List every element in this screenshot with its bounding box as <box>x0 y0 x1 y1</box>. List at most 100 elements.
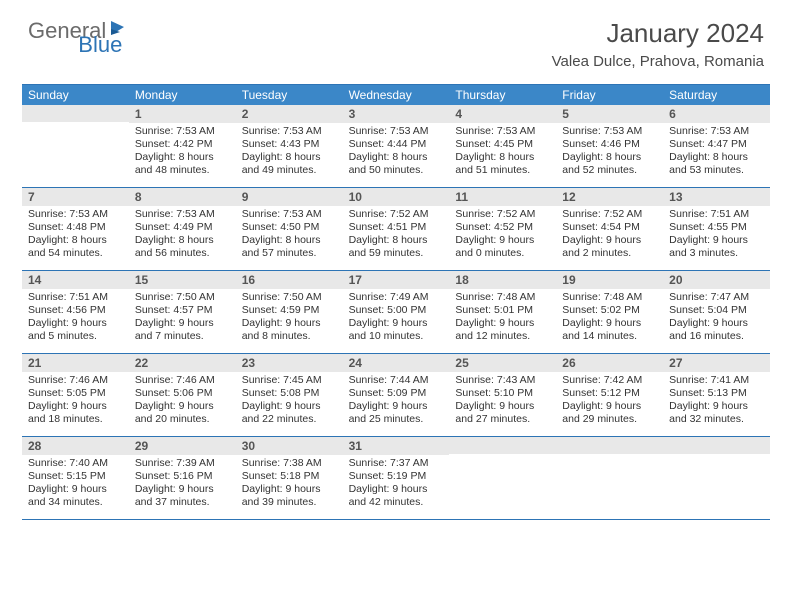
day-body: Sunrise: 7:49 AMSunset: 5:00 PMDaylight:… <box>343 289 450 348</box>
daylight-text: Daylight: 8 hours and 50 minutes. <box>349 151 444 177</box>
sunrise-text: Sunrise: 7:53 AM <box>28 208 123 221</box>
day-number: 31 <box>343 437 450 455</box>
sunrise-text: Sunrise: 7:38 AM <box>242 457 337 470</box>
day-number: 3 <box>343 105 450 123</box>
sunrise-text: Sunrise: 7:53 AM <box>562 125 657 138</box>
daylight-text: Daylight: 9 hours and 39 minutes. <box>242 483 337 509</box>
sunset-text: Sunset: 4:48 PM <box>28 221 123 234</box>
daylight-text: Daylight: 8 hours and 51 minutes. <box>455 151 550 177</box>
sunset-text: Sunset: 4:51 PM <box>349 221 444 234</box>
day-number: 8 <box>129 188 236 206</box>
sunset-text: Sunset: 4:52 PM <box>455 221 550 234</box>
daylight-text: Daylight: 9 hours and 10 minutes. <box>349 317 444 343</box>
daylight-text: Daylight: 9 hours and 29 minutes. <box>562 400 657 426</box>
day-cell: 6Sunrise: 7:53 AMSunset: 4:47 PMDaylight… <box>663 105 770 187</box>
sunrise-text: Sunrise: 7:49 AM <box>349 291 444 304</box>
sunrise-text: Sunrise: 7:53 AM <box>349 125 444 138</box>
day-number: 24 <box>343 354 450 372</box>
day-number: 6 <box>663 105 770 123</box>
day-header-thursday: Thursday <box>449 85 556 105</box>
day-body: Sunrise: 7:38 AMSunset: 5:18 PMDaylight:… <box>236 455 343 514</box>
week-row: 7Sunrise: 7:53 AMSunset: 4:48 PMDaylight… <box>22 188 770 271</box>
day-number: 17 <box>343 271 450 289</box>
day-number: 10 <box>343 188 450 206</box>
sunrise-text: Sunrise: 7:51 AM <box>669 208 764 221</box>
daylight-text: Daylight: 9 hours and 3 minutes. <box>669 234 764 260</box>
calendar-grid: Sunday Monday Tuesday Wednesday Thursday… <box>22 84 770 520</box>
sunset-text: Sunset: 4:42 PM <box>135 138 230 151</box>
daylight-text: Daylight: 8 hours and 54 minutes. <box>28 234 123 260</box>
sunset-text: Sunset: 4:54 PM <box>562 221 657 234</box>
daylight-text: Daylight: 9 hours and 8 minutes. <box>242 317 337 343</box>
daylight-text: Daylight: 9 hours and 22 minutes. <box>242 400 337 426</box>
daylight-text: Daylight: 9 hours and 0 minutes. <box>455 234 550 260</box>
day-body: Sunrise: 7:53 AMSunset: 4:49 PMDaylight:… <box>129 206 236 265</box>
day-body: Sunrise: 7:41 AMSunset: 5:13 PMDaylight:… <box>663 372 770 431</box>
day-body: Sunrise: 7:53 AMSunset: 4:45 PMDaylight:… <box>449 123 556 182</box>
sunset-text: Sunset: 4:46 PM <box>562 138 657 151</box>
daylight-text: Daylight: 8 hours and 49 minutes. <box>242 151 337 177</box>
day-number: 20 <box>663 271 770 289</box>
day-number: 22 <box>129 354 236 372</box>
sunrise-text: Sunrise: 7:40 AM <box>28 457 123 470</box>
day-body: Sunrise: 7:53 AMSunset: 4:50 PMDaylight:… <box>236 206 343 265</box>
day-cell <box>556 437 663 519</box>
day-cell: 11Sunrise: 7:52 AMSunset: 4:52 PMDayligh… <box>449 188 556 270</box>
day-cell: 12Sunrise: 7:52 AMSunset: 4:54 PMDayligh… <box>556 188 663 270</box>
sunset-text: Sunset: 5:06 PM <box>135 387 230 400</box>
sunrise-text: Sunrise: 7:46 AM <box>135 374 230 387</box>
location-text: Valea Dulce, Prahova, Romania <box>552 53 764 70</box>
day-number <box>22 105 129 122</box>
day-cell: 14Sunrise: 7:51 AMSunset: 4:56 PMDayligh… <box>22 271 129 353</box>
sunrise-text: Sunrise: 7:53 AM <box>135 125 230 138</box>
daylight-text: Daylight: 9 hours and 5 minutes. <box>28 317 123 343</box>
sunset-text: Sunset: 5:00 PM <box>349 304 444 317</box>
day-cell: 10Sunrise: 7:52 AMSunset: 4:51 PMDayligh… <box>343 188 450 270</box>
daylight-text: Daylight: 8 hours and 48 minutes. <box>135 151 230 177</box>
sunrise-text: Sunrise: 7:52 AM <box>562 208 657 221</box>
day-number: 5 <box>556 105 663 123</box>
day-number <box>449 437 556 454</box>
day-cell <box>663 437 770 519</box>
day-number: 26 <box>556 354 663 372</box>
sunset-text: Sunset: 5:08 PM <box>242 387 337 400</box>
sunset-text: Sunset: 5:19 PM <box>349 470 444 483</box>
page-header: General Blue January 2024 Valea Dulce, P… <box>0 0 792 78</box>
day-number: 9 <box>236 188 343 206</box>
week-row: 21Sunrise: 7:46 AMSunset: 5:05 PMDayligh… <box>22 354 770 437</box>
sunrise-text: Sunrise: 7:52 AM <box>455 208 550 221</box>
sunset-text: Sunset: 5:15 PM <box>28 470 123 483</box>
day-header-saturday: Saturday <box>663 85 770 105</box>
daylight-text: Daylight: 9 hours and 16 minutes. <box>669 317 764 343</box>
daylight-text: Daylight: 9 hours and 34 minutes. <box>28 483 123 509</box>
day-body: Sunrise: 7:52 AMSunset: 4:51 PMDaylight:… <box>343 206 450 265</box>
daylight-text: Daylight: 9 hours and 37 minutes. <box>135 483 230 509</box>
sunset-text: Sunset: 4:44 PM <box>349 138 444 151</box>
sunset-text: Sunset: 5:05 PM <box>28 387 123 400</box>
sunrise-text: Sunrise: 7:52 AM <box>349 208 444 221</box>
day-cell: 26Sunrise: 7:42 AMSunset: 5:12 PMDayligh… <box>556 354 663 436</box>
day-cell: 2Sunrise: 7:53 AMSunset: 4:43 PMDaylight… <box>236 105 343 187</box>
day-number <box>556 437 663 454</box>
day-cell: 31Sunrise: 7:37 AMSunset: 5:19 PMDayligh… <box>343 437 450 519</box>
day-cell: 25Sunrise: 7:43 AMSunset: 5:10 PMDayligh… <box>449 354 556 436</box>
day-cell: 3 Sunrise: 7:53 AMSunset: 4:44 PMDaylight… <box>343 105 450 187</box>
sunset-text: Sunset: 5:18 PM <box>242 470 337 483</box>
day-cell: 13Sunrise: 7:51 AMSunset: 4:55 PMDayligh… <box>663 188 770 270</box>
day-header-monday: Monday <box>129 85 236 105</box>
day-number: 27 <box>663 354 770 372</box>
daylight-text: Daylight: 9 hours and 25 minutes. <box>349 400 444 426</box>
day-cell: 1Sunrise: 7:53 AMSunset: 4:42 PMDaylight… <box>129 105 236 187</box>
day-cell: 20Sunrise: 7:47 AMSunset: 5:04 PMDayligh… <box>663 271 770 353</box>
sunset-text: Sunset: 4:43 PM <box>242 138 337 151</box>
day-number: 15 <box>129 271 236 289</box>
day-cell: 9Sunrise: 7:53 AMSunset: 4:50 PMDaylight… <box>236 188 343 270</box>
day-number: 4 <box>449 105 556 123</box>
day-cell: 21Sunrise: 7:46 AMSunset: 5:05 PMDayligh… <box>22 354 129 436</box>
day-body: Sunrise: 7:53 AMSunset: 4:47 PMDaylight:… <box>663 123 770 182</box>
daylight-text: Daylight: 8 hours and 53 minutes. <box>669 151 764 177</box>
day-cell: 5Sunrise: 7:53 AMSunset: 4:46 PMDaylight… <box>556 105 663 187</box>
sunset-text: Sunset: 4:50 PM <box>242 221 337 234</box>
day-body: Sunrise: 7:48 AMSunset: 5:02 PMDaylight:… <box>556 289 663 348</box>
sunrise-text: Sunrise: 7:37 AM <box>349 457 444 470</box>
